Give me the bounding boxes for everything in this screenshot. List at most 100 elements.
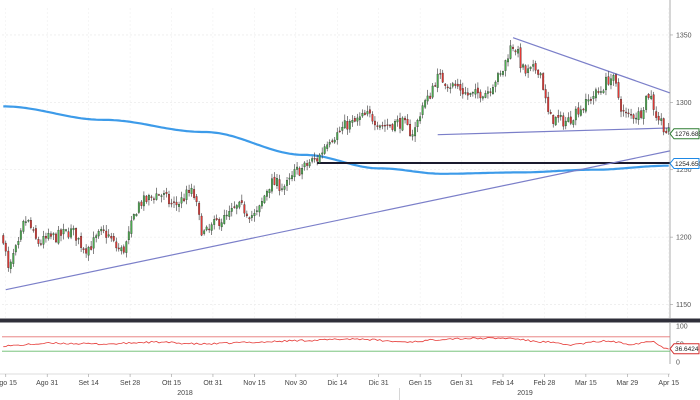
candle-body (343, 120, 346, 129)
candle (303, 161, 306, 171)
candle-body (361, 113, 364, 117)
trendline-2 (512, 37, 671, 94)
candle (258, 204, 261, 217)
candle-body (178, 204, 180, 207)
candle (210, 222, 213, 236)
candle (281, 183, 283, 192)
candle-body (459, 84, 462, 91)
candle (396, 115, 399, 127)
candle (243, 201, 246, 217)
candle-body (461, 88, 464, 95)
candle (107, 229, 110, 238)
candle (401, 116, 404, 132)
candle-body (466, 92, 469, 96)
candle (80, 232, 83, 252)
candle-body (341, 126, 344, 131)
candle-body (474, 89, 477, 95)
candle-body (39, 243, 42, 245)
candle (230, 202, 233, 217)
candle-body (308, 162, 311, 167)
candle (60, 228, 62, 242)
candle-body (529, 66, 532, 69)
candle-body (411, 134, 414, 137)
candle-body (105, 230, 108, 238)
candle (147, 193, 150, 206)
candle-body (225, 214, 228, 217)
candle-body (441, 72, 444, 83)
candle (183, 193, 185, 203)
candle (351, 115, 354, 127)
candle (235, 204, 238, 215)
candle-body (527, 68, 530, 73)
candle (160, 193, 163, 203)
candle-body (371, 114, 374, 122)
candle-body (436, 73, 439, 88)
candle (301, 164, 304, 180)
candle-body (180, 197, 183, 204)
candle (112, 233, 115, 243)
candle-body (130, 220, 133, 234)
candle (328, 139, 331, 148)
candle-body (439, 73, 442, 75)
candle-body (652, 94, 655, 110)
candle-body (80, 236, 83, 248)
candle-body (509, 45, 512, 59)
x-tick-label: Set 28 (120, 380, 140, 387)
x-tick-label: Ago 15 (0, 380, 17, 387)
candle-body (647, 94, 650, 98)
candle (371, 111, 374, 125)
candle-body (662, 118, 665, 133)
candle-body (607, 76, 610, 85)
candle (446, 84, 449, 92)
candle (67, 227, 70, 240)
candle-body (564, 120, 567, 127)
candle (489, 88, 492, 97)
candle-body (145, 195, 148, 202)
candle-body (667, 127, 670, 132)
candle-body (494, 81, 497, 87)
rsi-line (3, 337, 669, 350)
candle (316, 154, 319, 166)
candle-body (235, 205, 238, 209)
x-tick-label: Dic 31 (369, 380, 389, 387)
candle (273, 172, 276, 186)
candle-body (2, 235, 5, 244)
candle-body (112, 236, 115, 241)
candle (577, 102, 580, 118)
candle (484, 90, 487, 99)
x-tick-label: Mar 29 (616, 380, 638, 387)
candle-body (281, 188, 283, 190)
candle-body (24, 221, 27, 223)
candle (185, 185, 188, 205)
candle (178, 201, 180, 213)
candle-body (240, 200, 243, 203)
candle-body (17, 240, 20, 245)
candle-body (168, 194, 170, 205)
candle-body (195, 196, 198, 202)
candle (389, 124, 391, 128)
candle (537, 69, 540, 78)
candle-body (605, 76, 607, 91)
candle-body (278, 179, 281, 191)
candle-body (426, 95, 429, 102)
candle (645, 95, 648, 113)
candle-body (552, 115, 555, 124)
candle (376, 121, 379, 130)
candle-body (132, 214, 135, 220)
candle-body (358, 116, 361, 120)
price-tag-box (669, 128, 700, 140)
candle (582, 107, 585, 114)
candle-body (504, 60, 507, 71)
candle (356, 113, 359, 126)
candle (562, 112, 565, 130)
candle (24, 216, 27, 226)
candle (291, 170, 293, 182)
candle (57, 226, 60, 245)
x-tick-label: Set 14 (79, 380, 99, 387)
candle (19, 228, 22, 242)
candle-body (100, 228, 103, 232)
candle (615, 73, 617, 87)
candle (228, 205, 231, 220)
candle (579, 105, 582, 117)
moving-average-layer (3, 105, 669, 175)
